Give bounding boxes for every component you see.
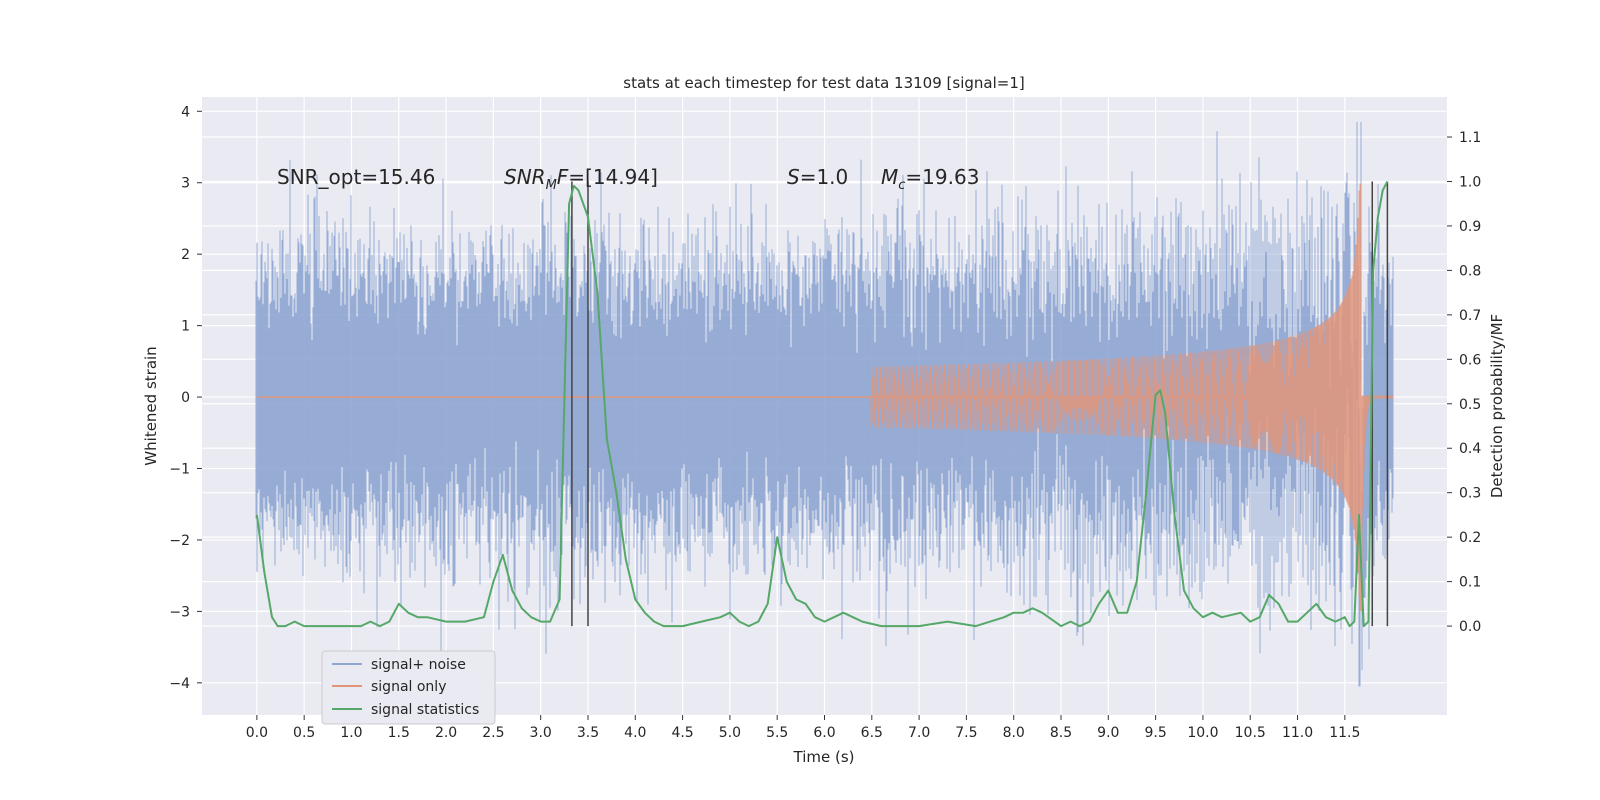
- x-axis-label: Time (s): [793, 748, 855, 766]
- y-right-tick-label: 0.4: [1459, 441, 1481, 457]
- x-tick-label: 8.0: [1003, 725, 1025, 741]
- y-left-tick-label: 1: [181, 319, 190, 335]
- x-tick-label: 4.0: [624, 725, 646, 741]
- legend-label-noise: signal+ noise: [371, 657, 466, 673]
- y-right-tick-label: 1.1: [1459, 130, 1481, 146]
- x-tick-label: 0.5: [293, 725, 315, 741]
- mc-annotation: Mc=19.63: [881, 165, 979, 193]
- y-left-tick-label: −2: [169, 533, 190, 549]
- y-right-tick-label: 0.9: [1459, 219, 1481, 235]
- x-tick-label: 5.5: [766, 725, 788, 741]
- chart-title: stats at each timestep for test data 131…: [623, 74, 1024, 92]
- x-tick-label: 7.5: [955, 725, 977, 741]
- y-right-tick-label: 0.5: [1459, 397, 1481, 413]
- y-axis-label-right: Detection probability/MF: [1488, 314, 1506, 498]
- y-left-tick-label: 4: [181, 104, 190, 120]
- x-tick-label: 2.0: [435, 725, 457, 741]
- y-left-tick-label: −3: [169, 604, 190, 620]
- legend-label-signal: signal only: [371, 679, 446, 695]
- y-axis-label-left: Whitened strain: [142, 346, 160, 465]
- x-tick-label: 6.0: [813, 725, 835, 741]
- snr-mf-annotation: SNRMF=[14.94]: [504, 165, 658, 193]
- s-annotation: S=1.0: [787, 165, 848, 189]
- y-right-tick-label: 0.3: [1459, 486, 1481, 502]
- y-left-tick-label: −1: [169, 462, 190, 478]
- x-tick-label: 5.0: [719, 725, 741, 741]
- legend: signal+ noise signal only signal statist…: [321, 650, 496, 725]
- ticks-layer: 0.0 0.5 1.0 1.5 2.0 2.5 3.0 3.5 4.0 4.5 5.0 5.5 6.0 6…: [169, 104, 1481, 741]
- x-tick-label: 9.5: [1144, 725, 1166, 741]
- stats-line: [255, 181, 1389, 628]
- s-symbol: S: [787, 165, 800, 189]
- y-right-tick-label: 0.6: [1459, 352, 1481, 368]
- snr-opt-annotation: SNR_opt=15.46: [277, 165, 435, 189]
- x-tick-label: 1.5: [388, 725, 410, 741]
- snr-mf-subscript: M: [546, 178, 557, 193]
- x-tick-label: 10.0: [1187, 725, 1218, 741]
- x-tick-label: 11.0: [1282, 725, 1313, 741]
- x-tick-label: 4.5: [671, 725, 693, 741]
- snr-mf-symbol-f: F: [557, 165, 569, 189]
- x-tick-label: 1.0: [340, 725, 362, 741]
- y-right-tick-label: 0.7: [1459, 308, 1481, 324]
- y-right-tick-label: 0.1: [1459, 575, 1481, 591]
- x-tick-label: 6.5: [861, 725, 883, 741]
- legend-box: [321, 650, 496, 725]
- s-value: =1.0: [800, 165, 849, 189]
- x-tick-label: 3.5: [577, 725, 599, 741]
- x-tick-label: 2.5: [482, 725, 504, 741]
- y-right-tick-label: 0.8: [1459, 263, 1481, 279]
- y-right-tick-label: 0.2: [1459, 530, 1481, 546]
- y-left-tick-label: 0: [181, 390, 190, 406]
- mc-subscript: c: [898, 178, 905, 193]
- y-right-tick-label: 0.0: [1459, 619, 1481, 635]
- x-tick-label: 3.0: [530, 725, 552, 741]
- y-right-tick-label: 1.0: [1459, 174, 1481, 190]
- x-tick-label: 7.0: [908, 725, 930, 741]
- y-left-tick-label: 2: [181, 247, 190, 263]
- y-left-tick-label: 3: [181, 176, 190, 192]
- snr-mf-symbol: SNR: [504, 165, 546, 189]
- y-left-tick-label: −4: [169, 676, 190, 692]
- x-tick-label: 8.5: [1050, 725, 1072, 741]
- signal-trace: [870, 183, 1394, 612]
- x-tick-label: 0.0: [246, 725, 268, 741]
- x-tick-label: 9.0: [1097, 725, 1119, 741]
- legend-label-stats: signal statistics: [371, 702, 479, 718]
- annotations: SNR_opt=15.46 SNRMF=[14.94] S=1.0 Mc=19.…: [277, 165, 979, 193]
- x-tick-label: 10.5: [1235, 725, 1266, 741]
- mc-value: =19.63: [905, 165, 979, 189]
- x-tick-label: 11.5: [1329, 725, 1360, 741]
- mc-symbol: M: [881, 165, 898, 189]
- snr-mf-value: =[14.94]: [568, 165, 658, 189]
- signal-statistics-series: [255, 181, 1389, 628]
